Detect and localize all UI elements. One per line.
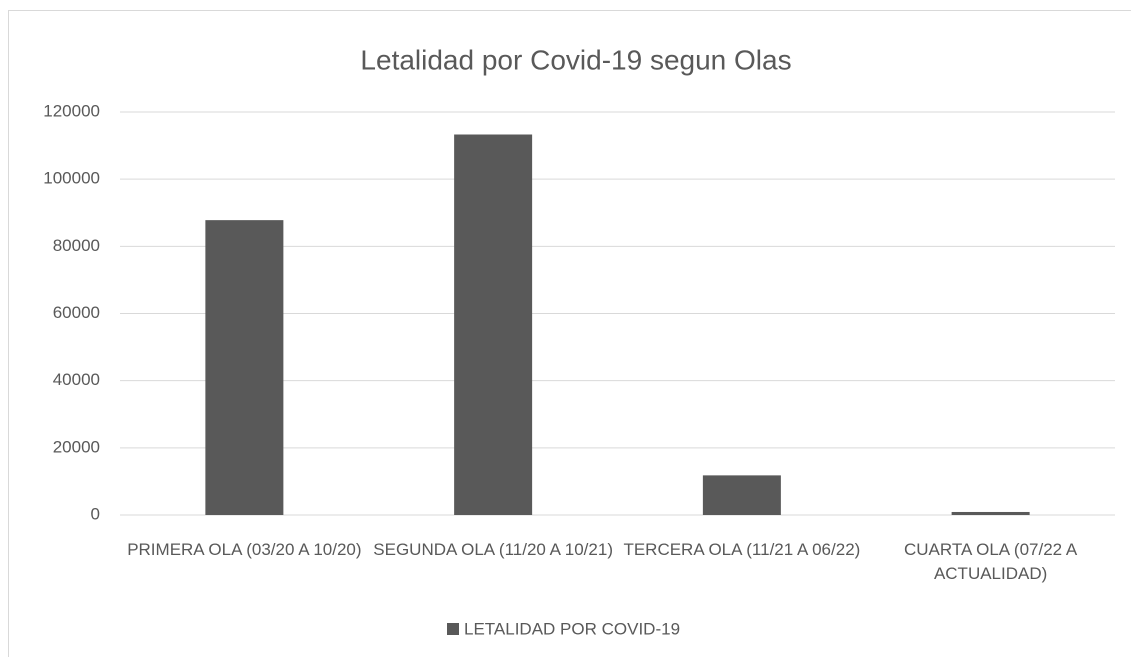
y-tick-label: 20000 (53, 437, 100, 456)
bar (205, 220, 284, 515)
y-tick-label: 100000 (43, 169, 100, 188)
y-tick-label: 0 (91, 504, 100, 523)
legend-label: LETALIDAD POR COVID-19 (464, 619, 680, 638)
bar (951, 511, 1030, 515)
bar (454, 134, 533, 515)
y-tick-label: 80000 (53, 236, 100, 255)
chart-border (8, 10, 1131, 657)
x-tick-label: SEGUNDA OLA (11/20 A 10/21) (373, 540, 613, 559)
legend-swatch (447, 623, 459, 635)
y-tick-label: 60000 (53, 303, 100, 322)
x-tick-label: TERCERA OLA (11/21 A 06/22) (623, 540, 861, 559)
y-tick-label: 120000 (43, 101, 100, 120)
x-tick-label: PRIMERA OLA (03/20 A 10/20) (127, 540, 362, 559)
chart-title: Letalidad por Covid-19 segun Olas (360, 44, 791, 75)
y-tick-label: 40000 (53, 370, 100, 389)
x-tick-label: CUARTA OLA (07/22 A ACTUALIDAD) (904, 540, 1078, 583)
bar (702, 475, 781, 515)
